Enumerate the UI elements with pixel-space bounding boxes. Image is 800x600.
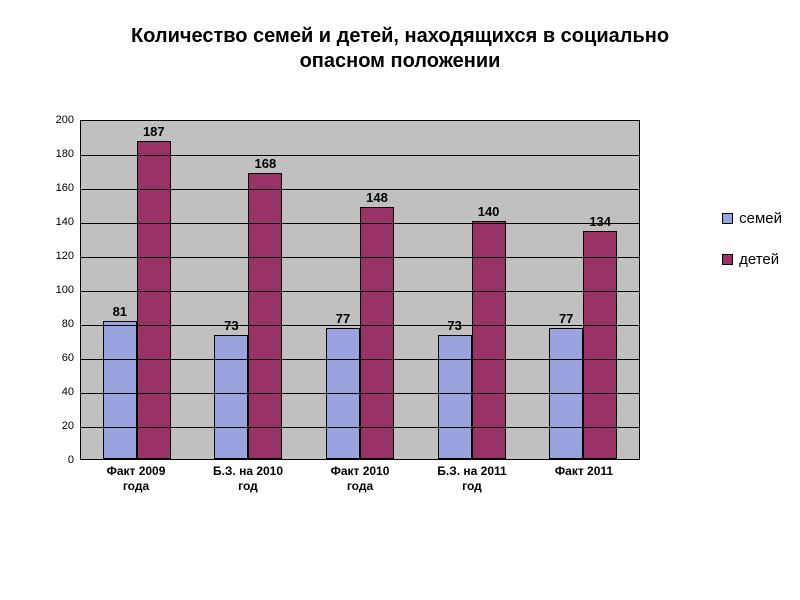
x-tick-label: Б.З. на 2010год: [192, 464, 304, 524]
gridline: [81, 189, 639, 190]
bar: 134: [583, 231, 617, 459]
gridline: [81, 359, 639, 360]
legend-label: детей: [739, 251, 779, 268]
slide: Количество семей и детей, находящихся в …: [0, 0, 800, 600]
x-tick-label: Факт 2011: [528, 464, 640, 524]
x-tick-label: Факт 2009года: [80, 464, 192, 524]
y-tick-label: 80: [62, 318, 74, 330]
bar-value-label: 140: [478, 204, 500, 219]
y-tick-label: 120: [56, 250, 74, 262]
legend-swatch: [722, 254, 733, 265]
bar-value-label: 134: [589, 214, 611, 229]
gridline: [81, 393, 639, 394]
legend: семей детей: [722, 210, 782, 268]
bar-groups: 8118773168771487314077134: [81, 121, 639, 459]
y-tick-label: 100: [56, 284, 74, 296]
y-tick-label: 140: [56, 216, 74, 228]
gridline: [81, 223, 639, 224]
gridline: [81, 427, 639, 428]
legend-swatch: [722, 213, 733, 224]
bar-value-label: 148: [366, 190, 388, 205]
chart-title: Количество семей и детей, находящихся в …: [0, 24, 800, 74]
bar-value-label: 77: [559, 311, 573, 326]
chart-container: 020406080100120140160180200 811877316877…: [40, 120, 760, 540]
y-tick-label: 20: [62, 420, 74, 432]
y-tick-label: 180: [56, 148, 74, 160]
gridline: [81, 291, 639, 292]
bar-group: 73 140: [416, 121, 528, 459]
x-tick-label: Факт 2010года: [304, 464, 416, 524]
legend-item: детей: [722, 251, 782, 268]
x-axis-labels: Факт 2009годаБ.З. на 2010годФакт 2010год…: [80, 464, 640, 524]
y-tick-label: 60: [62, 352, 74, 364]
bar: 81: [103, 321, 137, 459]
bar-value-label: 77: [336, 311, 350, 326]
y-tick-label: 160: [56, 182, 74, 194]
legend-label: семей: [739, 210, 782, 227]
bar-value-label: 168: [255, 156, 277, 171]
bar-value-label: 187: [143, 124, 165, 139]
bar-group: 77 134: [527, 121, 639, 459]
legend-item: семей: [722, 210, 782, 227]
plot-area: 8118773168771487314077134: [80, 120, 640, 460]
gridline: [81, 155, 639, 156]
gridline: [81, 257, 639, 258]
bar-value-label: 81: [113, 304, 127, 319]
bar: 73: [214, 335, 248, 459]
y-tick-label: 200: [56, 114, 74, 126]
bar: 73: [438, 335, 472, 459]
bar: 148: [360, 207, 394, 459]
y-tick-label: 40: [62, 386, 74, 398]
x-tick-label: Б.З. на 2011год: [416, 464, 528, 524]
gridline: [81, 325, 639, 326]
bar-group: 73168: [193, 121, 305, 459]
bar-group: 81 187: [81, 121, 193, 459]
bar-group: 77 148: [304, 121, 416, 459]
y-axis: 020406080100120140160180200: [40, 120, 80, 460]
y-tick-label: 0: [68, 454, 74, 466]
bar: 168: [248, 173, 282, 459]
